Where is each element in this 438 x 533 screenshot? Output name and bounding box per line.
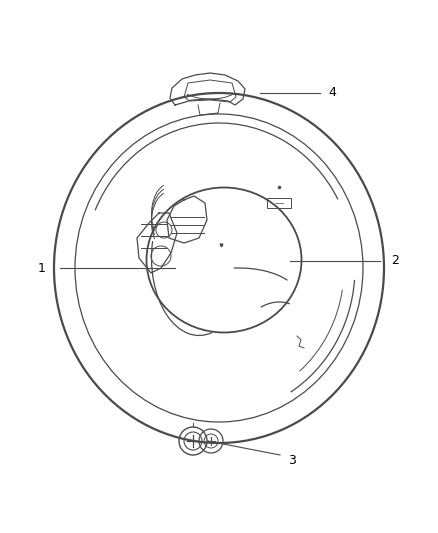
Text: 3: 3 [288, 455, 296, 467]
Text: 4: 4 [328, 86, 336, 100]
Text: 1: 1 [38, 262, 46, 274]
Bar [267, 198, 291, 208]
Text: 2: 2 [391, 254, 399, 268]
